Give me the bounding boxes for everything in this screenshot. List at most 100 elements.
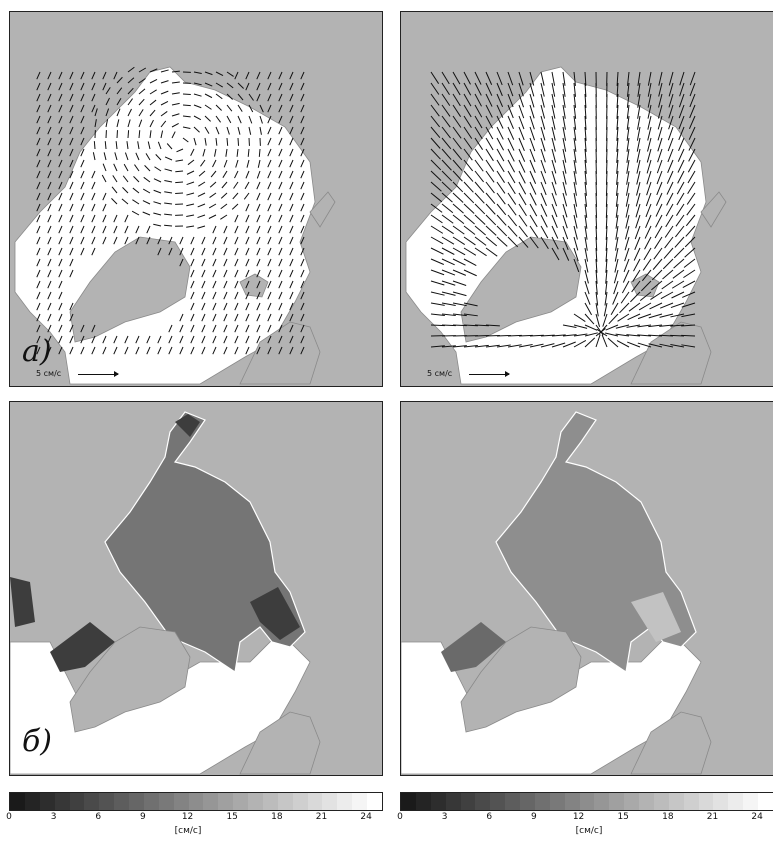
vector-arrow-icon	[662, 258, 674, 270]
vector-arrow-icon	[149, 78, 158, 84]
vector-arrow-icon	[223, 258, 228, 267]
vector-arrow-icon	[47, 93, 52, 102]
vector-arrow-icon	[551, 104, 556, 119]
vector-arrow-icon	[278, 291, 283, 300]
colorbar-tick-label: 21	[706, 812, 719, 822]
vector-arrow-icon	[584, 225, 588, 240]
vector-arrow-icon	[168, 335, 173, 344]
vector-arrow-icon	[602, 313, 608, 327]
vector-arrow-icon	[529, 137, 536, 152]
vector-arrow-icon	[234, 236, 239, 245]
vector-arrow-icon	[300, 181, 305, 190]
vector-arrow-icon	[144, 165, 151, 172]
vector-arrow-icon	[677, 170, 685, 184]
vector-arrow-icon	[584, 71, 587, 86]
vector-arrow-icon	[562, 181, 567, 196]
vector-arrow-icon	[666, 170, 674, 184]
vector-arrow-icon	[625, 192, 630, 207]
vector-arrow-icon	[138, 109, 144, 117]
vector-arrow-icon	[231, 203, 239, 210]
vector-arrow-icon	[518, 115, 525, 130]
vector-arrow-icon	[485, 247, 498, 257]
vector-arrow-icon	[604, 291, 608, 306]
vector-arrow-icon	[168, 236, 173, 245]
vector-arrow-icon	[681, 344, 696, 348]
vector-arrow-icon	[69, 93, 74, 102]
vector-arrow-icon	[267, 170, 272, 179]
vector-arrow-icon	[441, 302, 456, 306]
vector-arrow-icon	[94, 108, 98, 117]
colorbar-segment	[430, 793, 446, 810]
vector-arrow-icon	[603, 302, 608, 317]
vector-arrow-icon	[267, 214, 272, 223]
vector-arrow-icon	[234, 291, 239, 300]
vector-arrow-icon	[634, 236, 641, 251]
vector-arrow-icon	[452, 247, 466, 256]
vector-arrow-icon	[289, 313, 294, 322]
vector-arrow-icon	[223, 236, 228, 245]
vector-arrow-icon	[237, 137, 240, 146]
vector-arrow-icon	[687, 170, 696, 184]
vector-arrow-icon	[267, 280, 272, 289]
vector-arrow-icon	[36, 115, 41, 124]
vector-arrow-icon	[659, 343, 674, 348]
vector-arrow-icon	[127, 87, 134, 95]
vector-arrow-icon	[179, 335, 184, 344]
vector-arrow-icon	[496, 137, 505, 151]
vector-arrow-icon	[667, 126, 674, 141]
vector-arrow-icon	[135, 346, 140, 355]
vector-arrow-icon	[116, 119, 120, 128]
vector-arrow-icon	[36, 181, 41, 190]
vector-arrow-icon	[620, 291, 630, 304]
vector-arrow-icon	[69, 258, 74, 267]
vector-arrow-icon	[616, 71, 619, 86]
vector-arrow-icon	[300, 137, 305, 146]
vector-arrow-icon	[452, 214, 465, 225]
vector-arrow-icon	[300, 115, 305, 124]
vector-arrow-icon	[300, 280, 305, 289]
vector-arrow-icon	[615, 225, 619, 240]
vector-arrow-icon	[116, 87, 123, 95]
vector-arrow-icon	[105, 108, 110, 117]
vector-arrow-icon	[674, 236, 685, 248]
vector-arrow-icon	[666, 192, 674, 206]
vector-arrow-icon	[681, 324, 696, 327]
vector-arrow-icon	[496, 104, 504, 118]
vector-arrow-icon	[689, 71, 696, 86]
vector-arrow-icon	[256, 181, 261, 190]
vector-arrow-icon	[656, 181, 663, 196]
colorbar-segment	[322, 793, 338, 810]
vector-arrow-icon	[105, 87, 111, 95]
vector-arrow-icon	[146, 335, 151, 344]
vector-arrow-icon	[47, 214, 52, 223]
map-panel-speed-left: б)	[9, 401, 383, 776]
vector-arrow-icon	[686, 192, 696, 205]
colorbar-segment	[683, 793, 699, 810]
vector-arrow-icon	[80, 82, 85, 91]
vector-arrow-icon	[300, 104, 305, 113]
vector-arrow-icon	[289, 93, 294, 102]
vector-arrow-icon	[153, 223, 162, 227]
vector-arrow-icon	[58, 159, 63, 168]
vector-arrow-icon	[635, 203, 641, 218]
vector-arrow-icon	[102, 335, 107, 344]
vector-arrow-icon	[256, 247, 261, 256]
vector-arrow-icon	[126, 141, 129, 150]
vector-arrow-icon	[540, 225, 549, 239]
vector-arrow-icon	[595, 302, 599, 317]
vector-arrow-icon	[102, 192, 107, 201]
vector-arrow-icon	[157, 236, 162, 245]
vector-arrow-icon	[689, 104, 696, 119]
vector-arrow-icon	[518, 148, 526, 162]
vector-arrow-icon	[676, 192, 685, 206]
colorbar-segment	[579, 793, 595, 810]
vector-arrow-icon	[105, 97, 110, 106]
vector-arrow-icon	[689, 82, 696, 97]
vector-arrow-icon	[267, 335, 272, 344]
vector-arrow-icon	[182, 137, 189, 143]
vector-arrow-icon	[463, 236, 476, 246]
vector-arrow-icon	[626, 137, 630, 152]
vector-arrow-icon	[650, 291, 663, 300]
vector-arrow-icon	[463, 181, 474, 193]
vector-arrow-icon	[289, 192, 294, 201]
